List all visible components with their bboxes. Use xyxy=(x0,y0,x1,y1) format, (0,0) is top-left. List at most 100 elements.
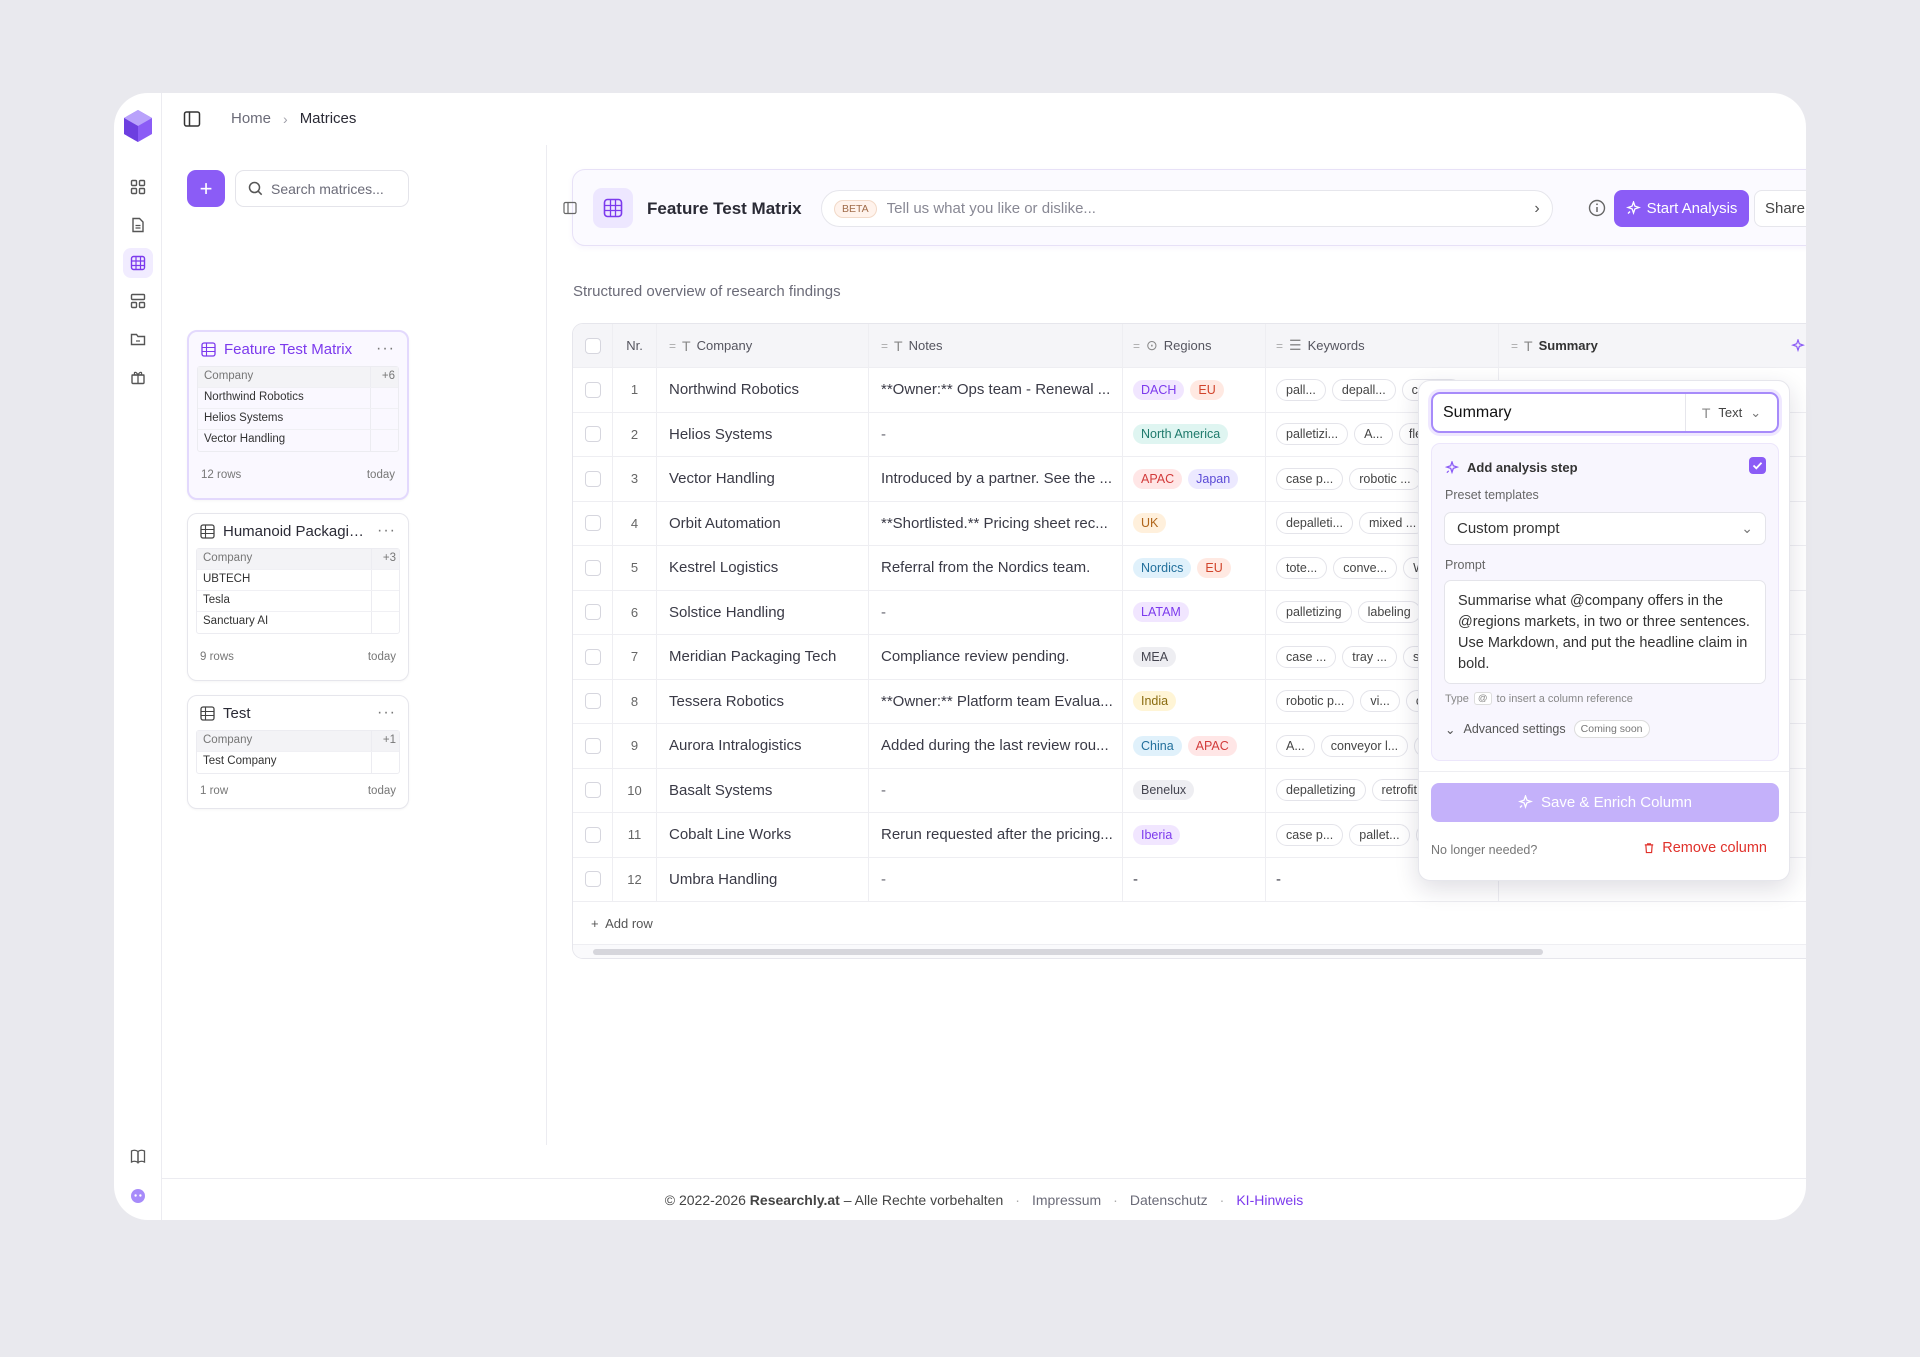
feedback-input[interactable] xyxy=(886,200,1512,217)
document-icon[interactable] xyxy=(123,210,153,240)
share-button[interactable]: Share xyxy=(1754,190,1806,227)
company-cell[interactable]: Cobalt Line Works xyxy=(657,813,869,857)
table-row[interactable]: 4 Orbit Automation **Shortlisted.** Pricin… xyxy=(573,501,1806,546)
company-cell[interactable]: Helios Systems xyxy=(657,412,869,456)
dashboard-icon[interactable] xyxy=(123,172,153,202)
column-type-select[interactable]: T Text ⌄ xyxy=(1685,394,1777,431)
drag-handle-icon[interactable]: = xyxy=(1133,338,1141,353)
row-checkbox[interactable] xyxy=(584,648,601,665)
matrix-card-test[interactable]: Test ··· Company +1 Test Company 1 row tod… xyxy=(187,695,409,809)
breadcrumb-home[interactable]: Home xyxy=(231,110,272,127)
column-header-summary[interactable]: = T Summary xyxy=(1499,324,1806,367)
regions-cell[interactable]: Iberia xyxy=(1123,813,1266,857)
row-checkbox[interactable] xyxy=(584,737,601,754)
drag-handle-icon[interactable]: = xyxy=(1511,338,1519,353)
company-cell[interactable]: Meridian Packaging Tech xyxy=(657,635,869,679)
notes-cell[interactable]: Rerun requested after the pricing... xyxy=(869,813,1123,857)
save-enrich-button[interactable]: Save & Enrich Column xyxy=(1431,783,1779,822)
more-options-icon[interactable]: ··· xyxy=(377,522,396,539)
info-icon[interactable] xyxy=(1587,198,1607,218)
regions-cell[interactable]: - xyxy=(1123,857,1266,901)
notes-cell[interactable]: Compliance review pending. xyxy=(869,635,1123,679)
notes-cell[interactable]: Referral from the Nordics team. xyxy=(869,546,1123,590)
row-checkbox[interactable] xyxy=(584,470,601,487)
row-checkbox[interactable] xyxy=(584,381,601,398)
collapse-panel-icon[interactable] xyxy=(563,201,577,215)
chevron-right-icon[interactable]: › xyxy=(1534,199,1540,217)
more-options-icon[interactable]: ··· xyxy=(377,704,396,721)
matrix-card-humanoid[interactable]: Humanoid Packagin... ··· Company +3 UBTEC… xyxy=(187,513,409,681)
matrix-grid-icon[interactable] xyxy=(123,248,153,278)
search-input[interactable] xyxy=(271,180,391,197)
row-checkbox[interactable] xyxy=(584,426,601,443)
company-cell[interactable]: Kestrel Logistics xyxy=(657,546,869,590)
notes-cell[interactable]: - xyxy=(869,857,1123,901)
row-checkbox[interactable] xyxy=(584,515,601,532)
regions-cell[interactable]: UK xyxy=(1123,501,1266,545)
regions-cell[interactable]: MEA xyxy=(1123,635,1266,679)
notes-cell[interactable]: **Owner:** Ops team - Renewal ... xyxy=(869,368,1123,412)
regions-cell[interactable]: LATAM xyxy=(1123,590,1266,634)
app-logo[interactable] xyxy=(122,108,154,144)
notes-cell[interactable]: - xyxy=(869,768,1123,812)
regions-cell[interactable]: Benelux xyxy=(1123,768,1266,812)
column-name-input[interactable] xyxy=(1433,403,1685,422)
advanced-settings-toggle[interactable]: ⌄ Advanced settings Coming soon xyxy=(1445,720,1650,738)
company-cell[interactable]: Tessera Robotics xyxy=(657,679,869,723)
remove-column-button[interactable]: Remove column xyxy=(1642,840,1767,856)
table-row[interactable]: 9 Aurora Intralogistics Added during the l… xyxy=(573,724,1806,769)
sparkle-icon[interactable] xyxy=(1791,338,1805,353)
prompt-textarea[interactable]: Summarise what @company offers in the @r… xyxy=(1444,580,1766,684)
company-cell[interactable]: Basalt Systems xyxy=(657,768,869,812)
company-cell[interactable]: Northwind Robotics xyxy=(657,368,869,412)
drag-handle-icon[interactable]: = xyxy=(1276,338,1284,353)
more-options-icon[interactable]: ··· xyxy=(376,340,395,357)
new-matrix-button[interactable]: + xyxy=(187,170,225,207)
notes-cell[interactable]: Added during the last review rou... xyxy=(869,724,1123,768)
regions-cell[interactable]: India xyxy=(1123,679,1266,723)
add-row-button[interactable]: + Add row xyxy=(591,916,653,931)
column-header-notes[interactable]: = T Notes xyxy=(869,324,1123,367)
preset-template-select[interactable]: Custom prompt ⌄ xyxy=(1444,512,1766,545)
company-cell[interactable]: Orbit Automation xyxy=(657,501,869,545)
column-header-company[interactable]: = T Company xyxy=(657,324,869,367)
regions-cell[interactable]: DACH EU xyxy=(1123,368,1266,412)
gift-icon[interactable] xyxy=(123,362,153,392)
notes-cell[interactable]: - xyxy=(869,412,1123,456)
datenschutz-link[interactable]: Datenschutz xyxy=(1129,1191,1208,1208)
regions-cell[interactable]: North America xyxy=(1123,412,1266,456)
user-avatar-icon[interactable] xyxy=(123,1181,153,1211)
company-cell[interactable]: Aurora Intralogistics xyxy=(657,724,869,768)
layout-icon[interactable] xyxy=(123,286,153,316)
drag-handle-icon[interactable]: = xyxy=(669,338,677,353)
horizontal-scrollbar[interactable] xyxy=(573,944,1806,958)
select-all-checkbox[interactable] xyxy=(584,337,601,354)
folder-icon[interactable] xyxy=(123,324,153,354)
row-checkbox[interactable] xyxy=(584,871,601,888)
feedback-bar[interactable]: BETA › xyxy=(821,190,1553,227)
notes-cell[interactable]: Introduced by a partner. See the ... xyxy=(869,457,1123,501)
impressum-link[interactable]: Impressum xyxy=(1031,1191,1102,1208)
drag-handle-icon[interactable]: = xyxy=(881,338,889,353)
column-header-regions[interactable]: = ⊙ Regions xyxy=(1123,324,1266,367)
analysis-step-checkbox[interactable] xyxy=(1749,457,1766,474)
notes-cell[interactable]: - xyxy=(869,590,1123,634)
column-header-keywords[interactable]: = ☰ Keywords xyxy=(1266,324,1499,367)
company-cell[interactable]: Umbra Handling xyxy=(657,857,869,901)
regions-cell[interactable]: APAC Japan xyxy=(1123,457,1266,501)
sidebar-toggle-icon[interactable] xyxy=(183,110,201,128)
ki-hinweis-link[interactable]: KI-Hinweis xyxy=(1236,1191,1304,1208)
matrix-search[interactable] xyxy=(235,170,409,207)
row-checkbox[interactable] xyxy=(584,559,601,576)
company-cell[interactable]: Solstice Handling xyxy=(657,590,869,634)
start-analysis-button[interactable]: Start Analysis xyxy=(1614,190,1749,227)
matrix-card-feature-test[interactable]: Feature Test Matrix ··· Company +6 Northw… xyxy=(187,330,409,500)
row-checkbox[interactable] xyxy=(584,826,601,843)
row-checkbox[interactable] xyxy=(584,604,601,621)
row-checkbox[interactable] xyxy=(584,782,601,799)
notes-cell[interactable]: **Owner:** Platform team Evalua... xyxy=(869,679,1123,723)
regions-cell[interactable]: Nordics EU xyxy=(1123,546,1266,590)
notes-cell[interactable]: **Shortlisted.** Pricing sheet rec... xyxy=(869,501,1123,545)
company-cell[interactable]: Vector Handling xyxy=(657,457,869,501)
